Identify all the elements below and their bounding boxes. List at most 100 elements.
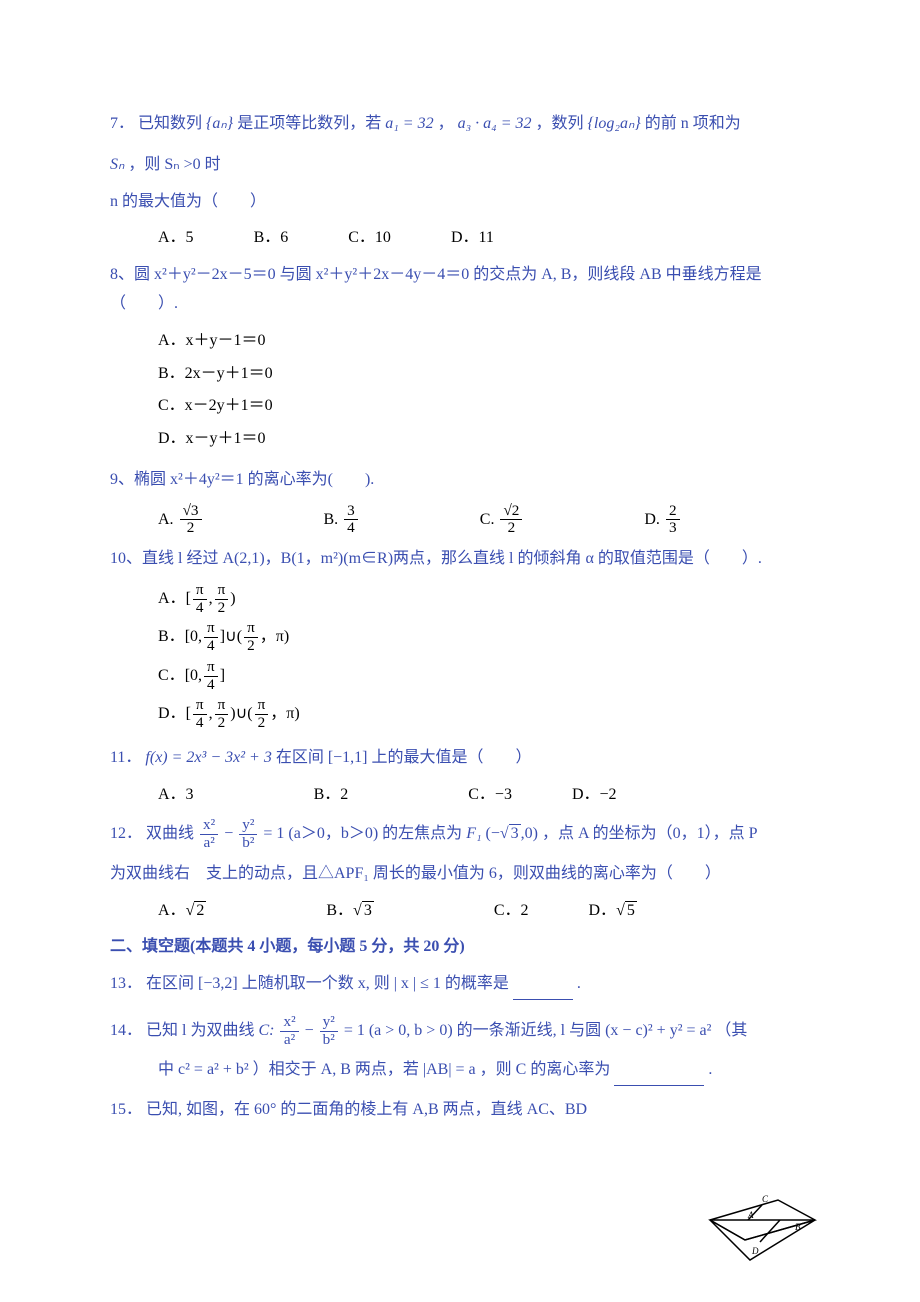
- sqrt-icon: 5: [616, 897, 637, 926]
- q14-circle: (x − c)² + y² = a²: [605, 1022, 711, 1039]
- q14-l2a: 中: [158, 1061, 174, 1078]
- q12-opt-D: D． 5: [589, 897, 637, 926]
- q8-opt-C: C．x－2y＋1＝0: [158, 392, 484, 421]
- q14-cab: c² = a² + b²: [178, 1061, 249, 1078]
- q11-options: A．3 B．2 C．−3 D．−2: [158, 781, 810, 810]
- q12-opt-B: B．3: [326, 897, 373, 926]
- q9-A-label: A.: [158, 511, 174, 528]
- q7-seq1: {aₙ}: [206, 115, 233, 132]
- sqrt-icon: 2: [186, 897, 207, 926]
- q13-a: 在区间: [146, 975, 194, 992]
- q7-seq2: {log₂aₙ}: [588, 115, 641, 132]
- q10-opt-B: B．[0,π4]∪(π2，π): [158, 620, 484, 654]
- q10-D-sep: ,: [209, 705, 213, 722]
- question-7-line3: n 的最大值为（ ）: [110, 188, 810, 217]
- q10-D-open: [: [186, 705, 191, 722]
- q10-B-d1: 4: [204, 638, 218, 655]
- q10-num: 10、: [110, 550, 142, 567]
- q15-text: 已知, 如图，在 60° 的二面角的棱上有 A,B 两点，直线 AC、BD: [146, 1101, 587, 1118]
- q10-B-open: [0,: [185, 628, 202, 645]
- q8-opt-A: A．x＋y－1＝0: [158, 327, 484, 356]
- q9-B-den: 4: [344, 520, 358, 537]
- q12-d1: a²: [200, 835, 218, 852]
- q15-num: 15．: [110, 1101, 142, 1118]
- q10-B-label: B．: [158, 628, 185, 645]
- q10-B-n2: π: [244, 620, 258, 638]
- q12-minus: −: [224, 825, 233, 842]
- section-2-header: 二、填空题(本题共 4 小题，每小题 5 分，共 20 分): [110, 933, 810, 962]
- q11-num: 11．: [110, 749, 141, 766]
- q12-t1: 的左焦点为: [382, 825, 462, 842]
- q8-num: 8、: [110, 266, 134, 283]
- q7-l2b: ，则 Sₙ >0 时: [128, 156, 220, 173]
- q7-opt-B: B．6: [254, 224, 289, 253]
- q10-B-mid: ]∪(: [220, 628, 242, 645]
- question-12-line2: 为双曲线右 支上的动点，且△APF₁ 周长的最小值为 6，则双曲线的离心率为（ …: [110, 860, 810, 889]
- question-15: 15． 已知, 如图，在 60° 的二面角的棱上有 A,B 两点，直线 AC、B…: [110, 1096, 810, 1125]
- q7-eq1: a₁ = 32: [385, 115, 433, 132]
- q10-B-close: ，π): [260, 628, 289, 645]
- q12-d2: b²: [239, 835, 257, 852]
- q14-l2c: ，则 C 的离心率为: [480, 1061, 611, 1078]
- q13-num: 13．: [110, 975, 142, 992]
- q9-A-num: √3: [180, 503, 202, 521]
- q10-opt-D: D．[π4,π2)∪(π2，π): [158, 697, 484, 731]
- q10-C-label: C．: [158, 667, 185, 684]
- q10-A-sep: ,: [209, 590, 213, 607]
- question-12: 12． 双曲线 x²a² − y²b² = 1 (a＞0，b＞0) 的左焦点为 …: [110, 817, 810, 851]
- q10-D-label: D．: [158, 705, 186, 722]
- q10-A-close: ): [230, 590, 235, 607]
- q14-d2: b²: [320, 1032, 338, 1049]
- q10-B-n1: π: [204, 620, 218, 638]
- q12-opt-C: C．2: [494, 897, 529, 926]
- q9-options: A. √32 B. 34 C. √22 D. 23: [158, 503, 810, 537]
- q12-l2: 为双曲线右 支上的动点，且△APF₁ 周长的最小值为 6，则双曲线的离心率为（ …: [110, 865, 721, 882]
- sqrt-icon: 3: [500, 820, 521, 849]
- q14-mid: 的一条渐近线, l 与圆: [457, 1022, 601, 1039]
- fill-blank: [614, 1056, 704, 1086]
- q7-sep1: ，: [438, 115, 454, 132]
- fill-blank: [513, 970, 573, 1000]
- q14-n1: x²: [280, 1014, 298, 1032]
- q7-Sn: Sₙ: [110, 156, 124, 173]
- q12-rhs: = 1 (a＞0，b＞0): [263, 825, 378, 842]
- q7-p4: 的前 n 项和为: [645, 115, 741, 132]
- q7-eq2: a₃ · a₄ = 32: [458, 115, 532, 132]
- q9-D-den: 3: [666, 520, 680, 537]
- q9-opt-B: B. 34: [324, 503, 360, 537]
- question-9: 9、椭圆 x²＋4y²＝1 的离心率为( ).: [110, 466, 810, 495]
- q10-D-n2: π: [215, 697, 229, 715]
- q14-d1: a²: [280, 1032, 298, 1049]
- q9-text: 椭圆 x²＋4y²＝1 的离心率为( ).: [134, 471, 374, 488]
- q12-F1-open: (−: [486, 825, 500, 842]
- q9-D-num: 2: [666, 503, 680, 521]
- q12-D-label: D．: [589, 902, 617, 919]
- question-8: 8、圆 x²＋y²－2x－5＝0 与圆 x²＋y²＋2x－4y－4＝0 的交点为…: [110, 261, 810, 319]
- q10-A-d1: 4: [193, 600, 207, 617]
- q12-A-label: A．: [158, 902, 186, 919]
- q7-opt-D: D．11: [451, 224, 494, 253]
- question-11: 11． f(x) = 2x³ − 3x² + 3 在区间 [−1,1] 上的最大…: [110, 744, 810, 773]
- q14-minus: −: [305, 1022, 314, 1039]
- q7-options: A．5 B．6 C．10 D．11: [158, 224, 810, 253]
- q8-opt-D: D．x－y＋1＝0: [158, 425, 484, 454]
- q11-opt-C: C．−3: [468, 781, 512, 810]
- q11-b: 上的最大值是（ ）: [372, 749, 532, 766]
- q12-D-v: 5: [625, 901, 637, 919]
- q13-b: 上随机取一个数 x, 则 | x | ≤ 1 的概率是: [242, 975, 509, 992]
- q9-B-num: 3: [344, 503, 358, 521]
- q10-A-n1: π: [193, 582, 207, 600]
- q10-D-d1: 4: [193, 715, 207, 732]
- q14-lead: 已知 l 为双曲线: [146, 1022, 254, 1039]
- q7-p2: 是正项等比数列，若: [237, 115, 381, 132]
- q9-C-den: 2: [500, 520, 522, 537]
- q14-rhs: = 1 (a > 0, b > 0): [344, 1022, 453, 1039]
- q10-opt-C: C．[0,π4]: [158, 659, 484, 693]
- q14-num: 14．: [110, 1022, 142, 1039]
- q7-l3: n 的最大值为（ ）: [110, 193, 266, 210]
- question-7-line2: Sₙ ，则 Sₙ >0 时: [110, 151, 810, 180]
- q12-lead: 双曲线: [146, 825, 194, 842]
- label-C: C: [762, 1194, 769, 1204]
- q9-num: 9、: [110, 471, 134, 488]
- q12-opt-A: A．2: [158, 897, 206, 926]
